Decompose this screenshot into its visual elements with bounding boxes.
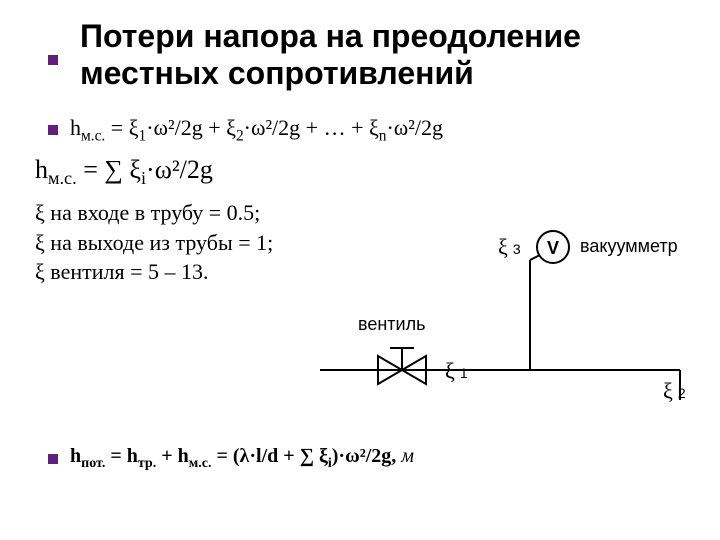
final-bullet (48, 454, 58, 464)
pipe-diagram: V вентиль вакуумметр ξ 1 ξ 2 ξ 3 (300, 230, 700, 410)
xi1-label: ξ 1 (445, 358, 468, 384)
title-line1: Потери напора на преодоление (80, 18, 581, 54)
slide-title: Потери напора на преодоление местных соп… (80, 18, 581, 92)
equation-sum: hм.с. = ∑ ξi·ω²/2g (35, 155, 213, 189)
title-bullet (48, 55, 58, 65)
eq1-bullet (48, 125, 58, 135)
valve-label: вентиль (358, 314, 426, 335)
valve-icon (378, 348, 426, 384)
equation-expanded: hм.с. = ξ1·ω²/2g + ξ2·ω²/2g + … + ξn·ω²/… (70, 115, 443, 145)
gauge-letter: V (547, 238, 559, 258)
xi-outlet: ξ на выходе из трубы = 1; (35, 228, 273, 258)
xi2-label: ξ 2 (663, 378, 686, 404)
vacuum-label: вакуумметр (580, 236, 678, 257)
xi-valve-value: ξ вентиля = 5 – 13. (35, 257, 273, 287)
title-line2: местных сопротивлений (80, 55, 474, 91)
xi3-label: ξ 3 (498, 234, 521, 260)
xi-values: ξ на входе в трубу = 0.5; ξ на выходе из… (35, 198, 273, 287)
xi-inlet: ξ на входе в трубу = 0.5; (35, 198, 273, 228)
equation-final: hпот. = hтр. + hм.с. = (λ·l/d + ∑ ξi)·ω²… (70, 445, 414, 472)
